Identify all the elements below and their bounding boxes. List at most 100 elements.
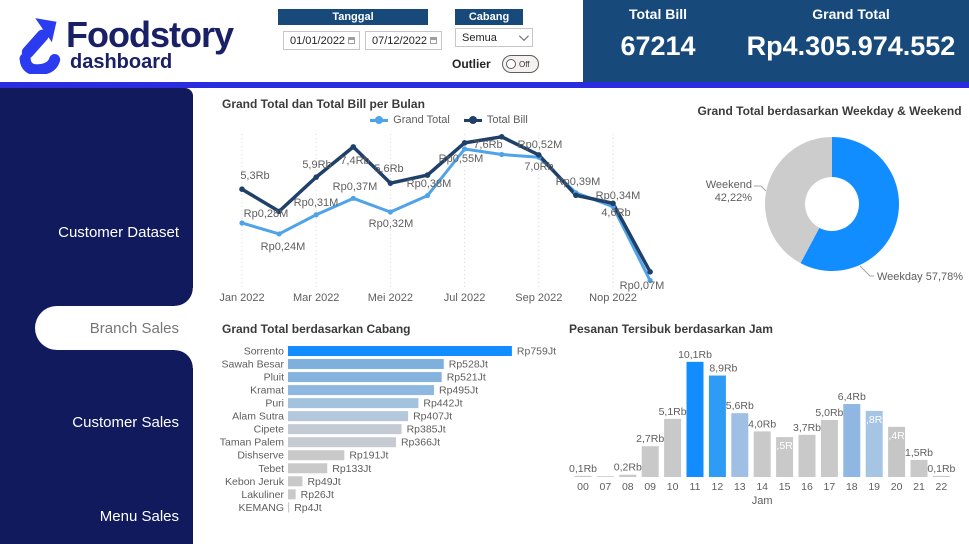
svg-text:Lakuliner: Lakuliner (241, 489, 284, 501)
svg-text:Rp528Jt: Rp528Jt (449, 359, 488, 371)
svg-text:Rp0,24M: Rp0,24M (261, 241, 306, 253)
svg-text:15: 15 (779, 481, 791, 493)
active-tab-fillet-bottom (175, 350, 193, 368)
legend-label: Grand Total (393, 114, 450, 126)
sidebar-item-menu-sales[interactable]: Menu Sales (99, 508, 179, 525)
svg-text:Jul 2022: Jul 2022 (444, 292, 486, 304)
svg-text:Mei 2022: Mei 2022 (368, 292, 413, 304)
svg-text:Tebet: Tebet (258, 463, 284, 475)
svg-text:3,5Rb: 3,5Rb (771, 440, 799, 452)
total-bill-value: 67214 (620, 31, 696, 61)
sidebar-item-customer-dataset[interactable]: Customer Dataset (58, 224, 179, 241)
svg-text:7,4Rb: 7,4Rb (340, 155, 369, 167)
svg-text:Rp133Jt: Rp133Jt (332, 463, 371, 475)
logo-title: Foodstory (66, 14, 234, 55)
svg-text:3,7Rb: 3,7Rb (793, 422, 821, 434)
tanggal-filter-header: Tanggal (278, 9, 428, 25)
svg-text:7,6Rb: 7,6Rb (473, 139, 502, 151)
date-from-value: 01/01/2022 (290, 34, 346, 47)
svg-text:5,6Rb: 5,6Rb (726, 400, 754, 412)
sidebar-item-branch-sales[interactable]: Branch Sales (35, 306, 193, 350)
svg-text:4,6Rb: 4,6Rb (601, 207, 630, 219)
svg-text:42,22%: 42,22% (715, 192, 753, 204)
sidebar: Customer Dataset Branch Sales Customer S… (0, 88, 193, 544)
svg-text:Rp521Jt: Rp521Jt (447, 372, 486, 384)
hour-bar-chart-panel: Pesanan Tersibuk berdasarkan Jam 0,1Rb 00… (563, 318, 969, 539)
cabang-select[interactable]: Semua (455, 28, 533, 47)
svg-text:Rp0,28M: Rp0,28M (244, 208, 289, 220)
svg-text:Rp26Jt: Rp26Jt (301, 489, 334, 501)
logo: Foodstory dashboard (14, 8, 234, 74)
line-chart[interactable]: Jan 2022 Mar 2022 Mei 2022 Jul 2022 Sep 2022… (218, 128, 678, 306)
total-bill-card: Total Bill 67214 (583, 0, 733, 84)
svg-text:Jam: Jam (752, 495, 773, 507)
line-chart-panel: Grand Total dan Total Bill per Bulan Gra… (218, 94, 680, 311)
svg-text:18: 18 (846, 481, 858, 493)
kpi-cards: Total Bill 67214 Grand Total Rp4.305.974… (583, 0, 969, 84)
svg-text:0,1Rb: 0,1Rb (927, 463, 955, 475)
svg-text:19: 19 (868, 481, 880, 493)
total-bill-label: Total Bill (628, 6, 688, 22)
svg-text:5,8Rb: 5,8Rb (860, 414, 888, 426)
svg-text:6,4Rb: 6,4Rb (838, 391, 866, 403)
svg-text:0,2Rb: 0,2Rb (614, 462, 642, 474)
svg-text:Rp442Jt: Rp442Jt (423, 398, 462, 410)
svg-text:Rp4Jt: Rp4Jt (294, 502, 322, 514)
legend-item-grand-total[interactable]: Grand Total (370, 114, 450, 126)
svg-text:Rp0,55M: Rp0,55M (439, 153, 484, 165)
date-to-value: 07/12/2022 (372, 34, 428, 47)
svg-text:Kramat: Kramat (250, 385, 284, 397)
svg-text:4,4Rb: 4,4Rb (883, 430, 911, 442)
grand-total-label: Grand Total (812, 6, 890, 22)
svg-text:Rp49Jt: Rp49Jt (307, 476, 340, 488)
donut-chart-panel: Grand Total berdasarkan Weekday & Weeken… (690, 94, 969, 313)
grand-total-marker-icon (370, 116, 389, 124)
svg-text:5,0Rb: 5,0Rb (815, 407, 843, 419)
toggle-knob-icon (506, 59, 516, 69)
svg-text:Alam Sutra: Alam Sutra (232, 411, 284, 423)
svg-text:21: 21 (913, 481, 925, 493)
svg-text:2,7Rb: 2,7Rb (636, 433, 664, 445)
svg-text:5,1Rb: 5,1Rb (659, 406, 687, 418)
svg-text:10,1Rb: 10,1Rb (678, 349, 712, 361)
svg-text:5,6Rb: 5,6Rb (374, 163, 403, 175)
outlier-toggle[interactable]: Off (502, 55, 539, 73)
svg-text:13: 13 (734, 481, 746, 493)
foodstory-logo-icon (19, 18, 61, 74)
date-from-input[interactable]: 01/01/2022 (283, 31, 360, 50)
grand-total-value: Rp4.305.974.552 (746, 31, 956, 61)
svg-text:11: 11 (690, 481, 701, 493)
svg-text:07: 07 (600, 481, 612, 493)
hour-bar-chart-title: Pesanan Tersibuk berdasarkan Jam (569, 322, 773, 336)
svg-text:Rp385Jt: Rp385Jt (407, 424, 446, 436)
svg-text:Rp0,39M: Rp0,39M (556, 176, 601, 188)
hour-bar-chart[interactable]: 0,1Rb 00 070,2Rb 08 2,7Rb 09 5,1Rb 10 10,1Rb 11 8,… (563, 338, 967, 534)
svg-text:Rp759Jt: Rp759Jt (517, 346, 556, 358)
active-tab-fillet-top (175, 288, 193, 306)
svg-text:17: 17 (824, 481, 836, 493)
svg-text:Weekend: Weekend (706, 179, 752, 191)
svg-text:08: 08 (622, 481, 634, 493)
svg-text:Rp191Jt: Rp191Jt (349, 450, 388, 462)
line-chart-legend: Grand Total Total Bill (218, 112, 680, 128)
svg-text:Sep 2022: Sep 2022 (515, 292, 562, 304)
calendar-icon (430, 37, 437, 44)
svg-text:1,5Rb: 1,5Rb (905, 447, 933, 459)
sidebar-item-customer-sales[interactable]: Customer Sales (72, 414, 179, 431)
outlier-label: Outlier (452, 57, 491, 71)
svg-text:Cipete: Cipete (254, 424, 285, 436)
svg-text:7,0Rb: 7,0Rb (524, 161, 553, 173)
svg-text:12: 12 (712, 481, 724, 493)
svg-text:Rp0,07M: Rp0,07M (620, 280, 665, 292)
legend-item-total-bill[interactable]: Total Bill (463, 114, 528, 126)
svg-text:5,3Rb: 5,3Rb (240, 170, 269, 182)
svg-text:KEMANG: KEMANG (238, 502, 284, 514)
svg-text:09: 09 (644, 481, 656, 493)
svg-text:Rp0,52M: Rp0,52M (518, 139, 563, 151)
line-chart-title: Grand Total dan Total Bill per Bulan (222, 97, 425, 111)
chevron-down-icon (518, 31, 529, 42)
date-to-input[interactable]: 07/12/2022 (365, 31, 442, 50)
branch-bar-chart[interactable]: Sorrento Rp759Jt Sawah Besar Rp528Jt Pluit Rp… (216, 338, 556, 534)
svg-text:Kebon Jeruk: Kebon Jeruk (225, 476, 285, 488)
